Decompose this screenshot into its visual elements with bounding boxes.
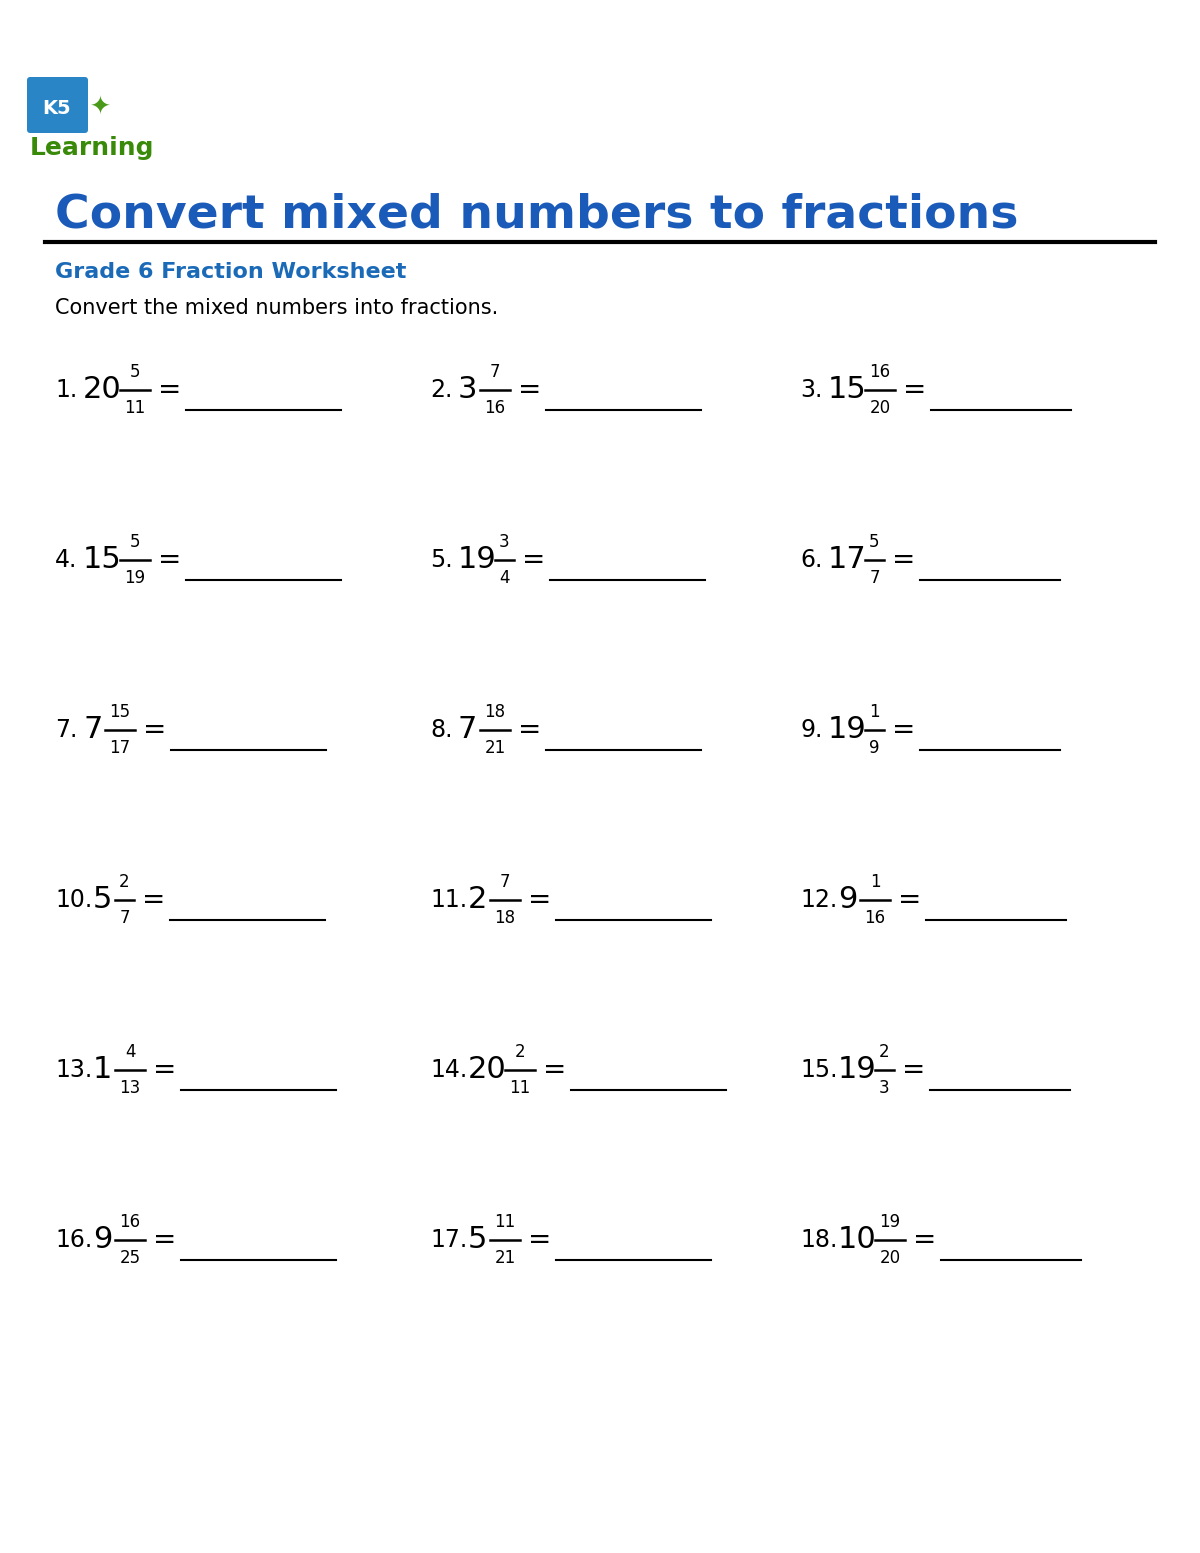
Text: 2: 2 [515,1044,526,1061]
Text: 9: 9 [838,885,857,915]
Text: 15.: 15. [800,1058,838,1082]
Text: =: = [522,547,545,575]
Text: 3: 3 [458,376,478,404]
Text: =: = [892,716,916,744]
Text: 1: 1 [94,1056,113,1084]
Text: 19: 19 [828,716,866,744]
Text: K5: K5 [43,98,71,118]
Text: 19: 19 [838,1056,877,1084]
Text: 10: 10 [838,1225,877,1255]
Text: 1: 1 [869,704,880,721]
Text: 2: 2 [119,873,130,891]
Text: 7: 7 [499,873,510,891]
Text: 16: 16 [870,363,890,380]
Text: 5.: 5. [430,548,452,572]
Text: 5: 5 [468,1225,487,1255]
Text: Grade 6 Fraction Worksheet: Grade 6 Fraction Worksheet [55,262,407,283]
Text: =: = [518,716,541,744]
Text: =: = [158,547,181,575]
Text: 25: 25 [120,1249,140,1267]
Text: 15: 15 [83,545,121,575]
Text: 5: 5 [869,533,880,551]
Text: 11: 11 [125,399,145,418]
Text: 2: 2 [468,885,487,915]
Text: 7: 7 [83,716,102,744]
Text: 16.: 16. [55,1228,92,1252]
Text: 11: 11 [509,1079,530,1096]
Text: 4: 4 [125,1044,136,1061]
Text: 13.: 13. [55,1058,92,1082]
Text: =: = [904,376,926,404]
Text: =: = [528,1225,551,1253]
Text: 1.: 1. [55,377,77,402]
Text: 12.: 12. [800,888,838,912]
Text: 11: 11 [494,1213,516,1232]
Text: 7.: 7. [55,717,77,742]
Text: 20: 20 [870,399,890,418]
Text: =: = [158,376,181,404]
Text: 16: 16 [864,909,886,927]
Text: =: = [898,887,922,915]
Text: 15: 15 [828,376,866,404]
Text: =: = [154,1056,176,1084]
Text: 7: 7 [490,363,500,380]
Text: 3: 3 [880,1079,890,1096]
Text: 3.: 3. [800,377,822,402]
Text: Learning: Learning [30,137,155,160]
Text: ✦: ✦ [90,96,110,120]
Text: 2.: 2. [430,377,452,402]
Text: 5: 5 [130,363,140,380]
Text: 5: 5 [94,885,113,915]
Text: =: = [902,1056,925,1084]
Text: 17: 17 [109,739,131,756]
Text: 15: 15 [109,704,131,721]
Text: 21: 21 [494,1249,516,1267]
Text: 13: 13 [119,1079,140,1096]
Text: Convert mixed numbers to fractions: Convert mixed numbers to fractions [55,193,1019,238]
Text: =: = [542,1056,566,1084]
Text: 3: 3 [499,533,510,551]
Text: 16: 16 [120,1213,140,1232]
Text: =: = [528,887,551,915]
Text: =: = [154,1225,176,1253]
Text: =: = [913,1225,936,1253]
Text: =: = [143,716,167,744]
Text: 16: 16 [485,399,505,418]
Text: 20: 20 [83,376,121,404]
Text: 18: 18 [494,909,516,927]
Text: 5: 5 [130,533,140,551]
Text: 21: 21 [485,739,505,756]
Text: 10.: 10. [55,888,92,912]
Text: 7: 7 [119,909,130,927]
Text: 19: 19 [458,545,497,575]
Text: 19: 19 [880,1213,900,1232]
Text: 9: 9 [94,1225,113,1255]
Text: 7: 7 [458,716,478,744]
Text: 7: 7 [869,568,880,587]
Text: 20: 20 [880,1249,900,1267]
Text: 11.: 11. [430,888,467,912]
Text: =: = [892,547,916,575]
Text: 1: 1 [870,873,881,891]
Text: 4.: 4. [55,548,77,572]
Text: =: = [518,376,541,404]
Text: 18.: 18. [800,1228,838,1252]
Text: 17.: 17. [430,1228,467,1252]
Text: 2: 2 [880,1044,890,1061]
Text: 17: 17 [828,545,866,575]
Text: 9.: 9. [800,717,822,742]
Text: 18: 18 [485,704,505,721]
Text: 20: 20 [468,1056,506,1084]
FancyBboxPatch shape [28,78,88,134]
Text: 8.: 8. [430,717,452,742]
Text: 4: 4 [499,568,510,587]
Text: 19: 19 [125,568,145,587]
Text: Convert the mixed numbers into fractions.: Convert the mixed numbers into fractions… [55,298,498,318]
Text: 6.: 6. [800,548,822,572]
Text: 14.: 14. [430,1058,467,1082]
Text: =: = [142,887,166,915]
Text: 9: 9 [869,739,880,756]
